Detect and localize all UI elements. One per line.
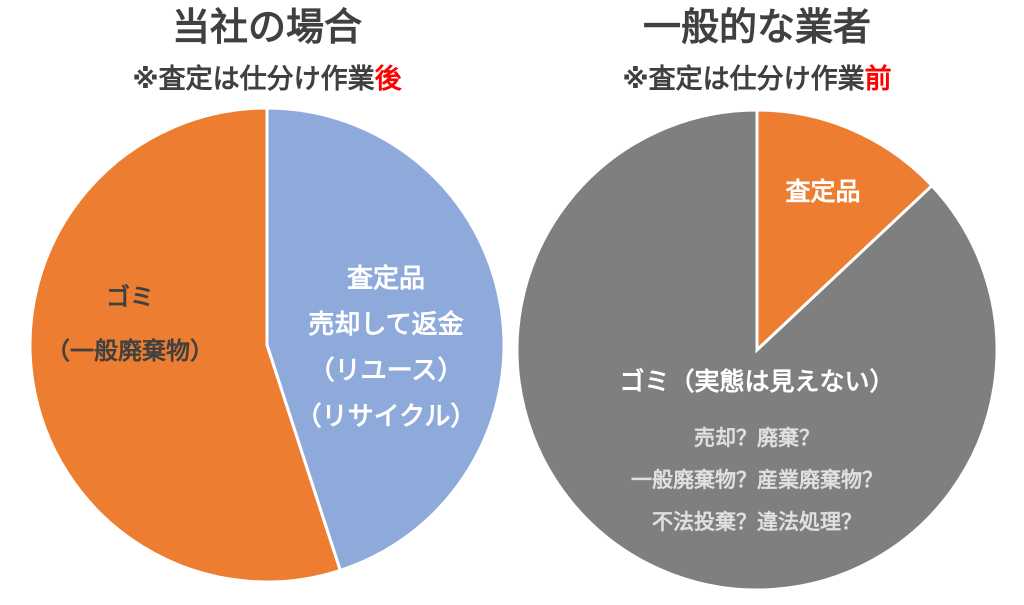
left-chart-title: 当社の場合 (172, 5, 362, 49)
right-subtitle-highlight: 前 (865, 63, 892, 95)
pie-0-slice-1 (28, 106, 343, 584)
right-chart: 一般的な業者 ※査定は仕分け作業前 査定品 ゴミ（実態は見えない） 売却？廃棄？… (515, 5, 999, 592)
pie-0-label-1-line-1: 売却して返金 (308, 309, 464, 340)
left-pie-labels: ゴミ （一般廃棄物） 査定品売却して返金 （リユース） （リサイクル） (46, 263, 476, 432)
pie-1-sublabel-1-line-1: 一般廃棄物？産業廃棄物？ (631, 468, 883, 492)
pie-1-label-0-line-0: 査定品 (785, 177, 860, 206)
pie-0-label-1-line-0: 査定品 (347, 263, 425, 294)
left-chart-subtitle: ※査定は仕分け作業後 (132, 63, 402, 95)
right-trash-sublabel: 売却？廃棄？ 一般廃棄物？産業廃棄物？ 不法投棄？違法処理？ (631, 426, 883, 534)
right-pie (515, 108, 999, 592)
right-trash-label: ゴミ（実態は見えない） (619, 367, 894, 396)
left-pie (28, 106, 506, 584)
right-chart-subtitle: ※査定は仕分け作業前 (622, 63, 891, 95)
pie-1-sublabel-1-line-0: 売却？廃棄？ (694, 426, 820, 450)
pie-1-slice-1 (515, 108, 999, 592)
pie-0-label-0-line-1: （一般廃棄物） (46, 337, 214, 365)
pie-1-label-1-line-0: ゴミ（実態は見えない） (619, 367, 894, 396)
pie-0-slice-0 (265, 106, 506, 573)
pie-1-slice-0 (755, 108, 935, 354)
left-subtitle-prefix: ※査定は仕分け作業 (132, 63, 374, 95)
left-chart: 当社の場合 ※査定は仕分け作業後 ゴミ （一般廃棄物） 査定品売却して返金 （リユー… (28, 5, 506, 584)
pie-1-sublabel-1-line-2: 不法投棄？違法処理？ (652, 510, 862, 534)
right-pie-labels: 査定品 ゴミ（実態は見えない） 売却？廃棄？ 一般廃棄物？産業廃棄物？ 不法投棄？違… (619, 177, 894, 534)
right-subtitle-prefix: ※査定は仕分け作業 (622, 63, 864, 95)
pie-0-label-0-line-0: ゴミ (106, 283, 154, 311)
right-assessed-label: 査定品 (785, 177, 860, 206)
pie-0-label-1-line-3: （リサイクル） (296, 402, 477, 432)
left-trash-label: ゴミ （一般廃棄物） (46, 283, 214, 365)
left-assessed-label: 査定品売却して返金 （リユース） （リサイクル） (296, 263, 477, 432)
right-chart-title: 一般的な業者 (643, 5, 871, 49)
left-subtitle-highlight: 後 (375, 64, 403, 95)
pie-0-label-1-line-2: （リユース） (309, 356, 464, 386)
